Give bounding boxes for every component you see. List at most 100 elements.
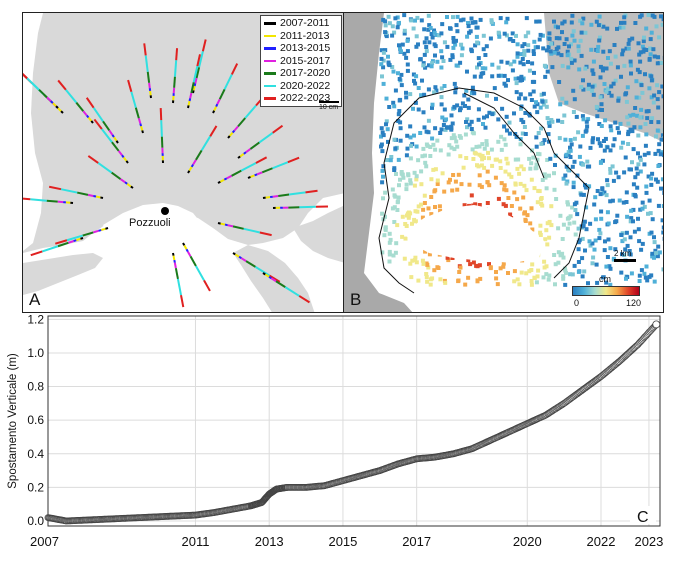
legend-label: 2020-2022 (280, 79, 331, 92)
insar-point (496, 73, 501, 78)
insar-point (396, 112, 401, 117)
insar-point (652, 54, 657, 59)
insar-point (571, 88, 576, 93)
insar-point (576, 44, 581, 49)
insar-point (529, 279, 534, 283)
insar-point (423, 65, 428, 70)
insar-point (614, 170, 619, 175)
insar-point (433, 126, 438, 131)
insar-point (458, 60, 463, 65)
insar-point (619, 74, 623, 79)
insar-point (605, 183, 610, 188)
insar-point (505, 128, 509, 133)
insar-point (427, 252, 432, 257)
gps-vector-segment (80, 237, 84, 240)
insar-point (649, 30, 654, 35)
gps-vector-segment (137, 117, 142, 124)
insar-point (606, 237, 611, 242)
insar-point (425, 279, 430, 284)
insar-point (530, 227, 535, 232)
insar-point (513, 181, 518, 186)
legend-entry: 2017-2020 (264, 67, 338, 80)
insar-point (397, 109, 402, 113)
insar-point (477, 62, 481, 67)
insar-point (627, 167, 632, 172)
insar-point (644, 190, 649, 195)
insar-point (638, 125, 643, 130)
legend-label: 2011-2013 (280, 29, 330, 42)
insar-point (385, 127, 390, 132)
x-tick-labels: 2007 2011 2013 2015 2017 2020 2022 2023 (30, 534, 663, 549)
insar-point (451, 15, 455, 20)
insar-point (664, 242, 665, 246)
insar-point (405, 62, 410, 67)
insar-point (507, 172, 512, 177)
insar-point (432, 90, 437, 95)
insar-point (502, 124, 507, 129)
insar-point (659, 137, 663, 142)
insar-point (528, 92, 533, 97)
insar-point (591, 255, 596, 260)
insar-point (400, 234, 405, 239)
gps-vector-segment (186, 251, 192, 257)
insar-point (414, 174, 419, 179)
insar-point (599, 102, 604, 107)
insar-point (422, 125, 427, 130)
insar-point (553, 24, 558, 29)
insar-point (654, 24, 659, 29)
insar-point (605, 145, 610, 150)
insar-point (420, 215, 425, 220)
insar-point (404, 55, 409, 60)
insar-point (498, 266, 503, 271)
insar-point (631, 219, 635, 224)
panel-label-a: A (29, 290, 41, 309)
insar-point (660, 84, 663, 89)
insar-point (430, 276, 435, 281)
insar-point (439, 95, 444, 100)
insar-point (640, 90, 645, 95)
gps-vector-segment (200, 135, 212, 151)
insar-point (569, 20, 574, 25)
insar-point (385, 158, 389, 162)
insar-point (475, 65, 479, 70)
insar-point (458, 18, 463, 23)
insar-point (546, 120, 551, 125)
insar-point (629, 216, 634, 221)
insar-point (538, 105, 543, 110)
insar-point (556, 250, 561, 255)
insar-point (512, 269, 517, 274)
insar-point (402, 28, 407, 33)
insar-point (616, 96, 621, 101)
insar-point (379, 62, 384, 67)
insar-point (463, 132, 468, 137)
gps-vector-segment (159, 108, 163, 121)
insar-point (428, 26, 433, 30)
insar-point (561, 274, 566, 279)
insar-point (379, 126, 384, 131)
legend-swatch (264, 72, 276, 75)
insar-point (649, 120, 654, 124)
insar-point (440, 115, 445, 120)
gps-vector-segment (173, 60, 178, 77)
insar-point (568, 138, 573, 143)
gps-vector-segment (38, 88, 48, 99)
insar-point (660, 150, 663, 155)
gps-vector-segment (87, 116, 93, 122)
gps-vector-segment (73, 239, 77, 243)
insar-point (639, 83, 644, 88)
legend-entry: 2022-2023 (264, 92, 338, 105)
insar-point (607, 264, 612, 269)
insar-point (387, 105, 392, 109)
insar-point (544, 104, 549, 109)
insar-point (584, 227, 589, 232)
insar-point (513, 157, 518, 162)
insar-point (654, 251, 659, 256)
gps-vector-segment (127, 79, 133, 92)
insar-point (452, 104, 457, 109)
insar-point (463, 282, 468, 287)
insar-point (593, 195, 598, 200)
insar-point (393, 194, 398, 199)
insar-point (643, 275, 648, 280)
gps-vector-segment (245, 260, 256, 268)
insar-point (660, 133, 663, 138)
